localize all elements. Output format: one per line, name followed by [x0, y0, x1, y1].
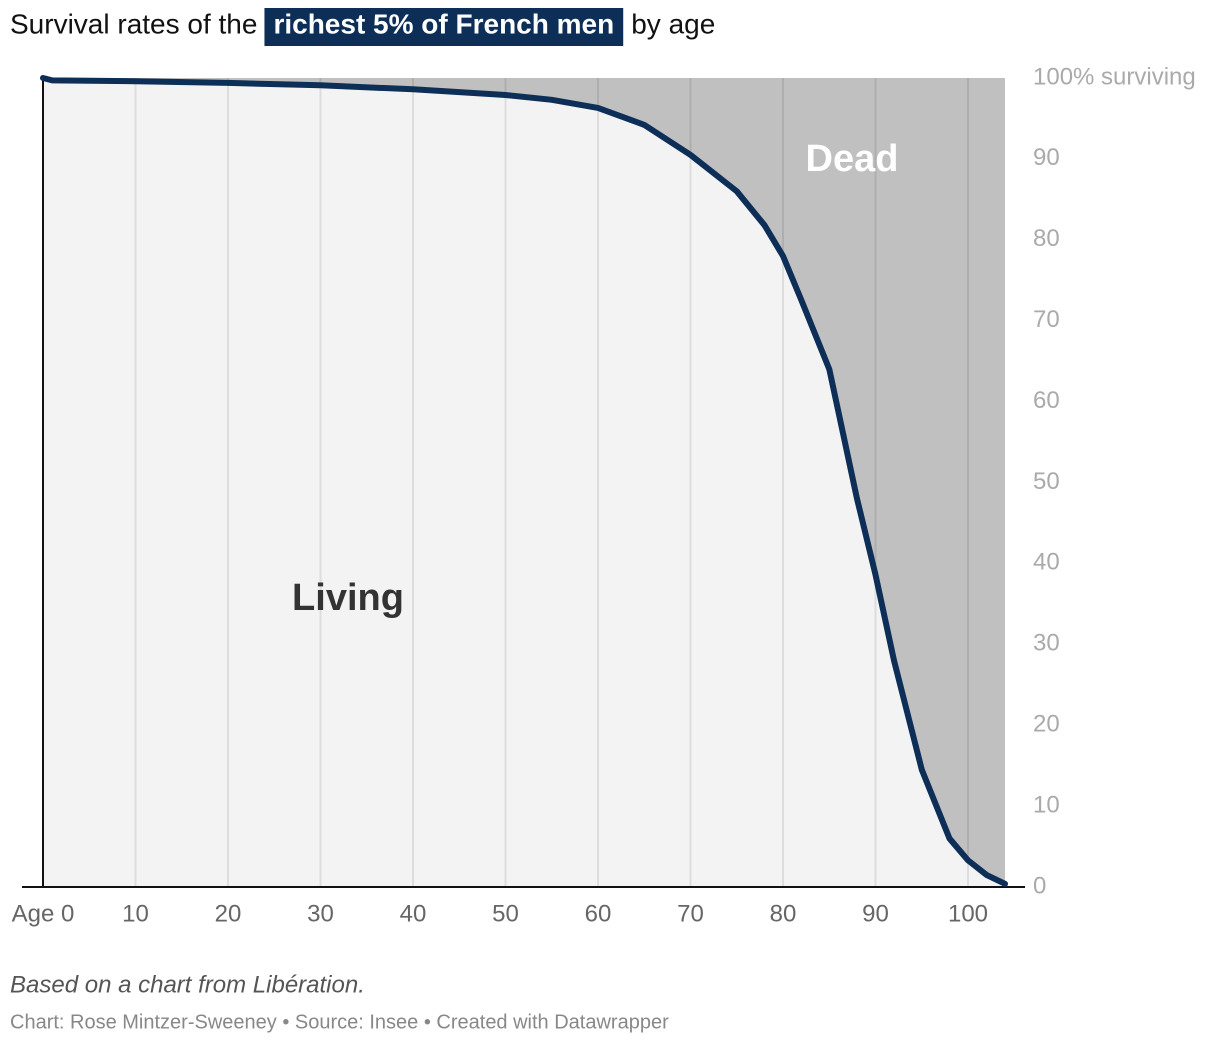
- x-tick-label: 50: [492, 900, 519, 927]
- x-tick-label: 10: [122, 900, 149, 927]
- x-tick-label: 100: [948, 900, 988, 927]
- chart-title: by age: [631, 8, 715, 39]
- y-tick-label: 0: [1033, 872, 1046, 899]
- credit: Chart: Rose Mintzer-Sweeney • Source: In…: [10, 1011, 669, 1033]
- chart-title-highlight: richest 5% of French men: [273, 8, 614, 39]
- chart-title: Survival rates of the: [10, 8, 257, 39]
- x-tick-label: 40: [400, 900, 427, 927]
- y-tick-label: 80: [1033, 225, 1060, 252]
- x-tick-label: 60: [585, 900, 612, 927]
- survival-line: [40, 75, 1008, 887]
- y-tick-label: 30: [1033, 630, 1060, 657]
- note: Based on a chart from Libération.: [10, 971, 365, 998]
- y-tick-label: 10: [1033, 791, 1060, 818]
- y-tick-label: 70: [1033, 306, 1060, 333]
- annotation: Dead: [806, 138, 899, 180]
- x-tick-label: 90: [862, 900, 889, 927]
- y-tick-label: 60: [1033, 387, 1060, 414]
- plot-area: Age 0 10 20 30 40 50 60 70 80 90 100 0 10 20 30 40 50 60 7…: [12, 63, 1196, 927]
- y-tick-label: 100% surviving: [1033, 63, 1196, 90]
- x-tick-label: 70: [677, 900, 704, 927]
- x-tick-label: 80: [770, 900, 797, 927]
- y-tick-label: 90: [1033, 144, 1060, 171]
- x-tick-label: Age 0: [12, 900, 75, 927]
- x-tick-label: 20: [215, 900, 242, 927]
- y-tick-label: 20: [1033, 711, 1060, 738]
- x-tick-label: 30: [307, 900, 334, 927]
- annotation: Living: [292, 577, 404, 619]
- title-highlight: [264, 8, 624, 46]
- y-tick-label: 50: [1033, 468, 1060, 495]
- y-tick-label: 40: [1033, 549, 1060, 576]
- living-area: [43, 78, 1005, 887]
